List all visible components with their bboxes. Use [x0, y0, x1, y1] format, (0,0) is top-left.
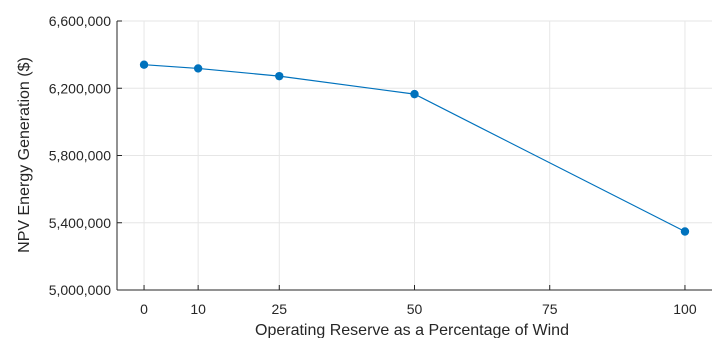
x-tick-labels: 0 10 25 50 75 100 [140, 301, 697, 317]
data-point [410, 89, 419, 99]
x-tick-label: 50 [407, 301, 423, 317]
x-tick-label: 10 [190, 301, 206, 317]
x-axis-label: Operating Reserve as a Percentage of Win… [255, 322, 569, 338]
data-point [193, 64, 203, 73]
x-tick-label: 25 [271, 301, 287, 317]
data-point [275, 71, 284, 81]
x-tick-label: 75 [542, 301, 558, 317]
data-point [139, 60, 149, 69]
x-tick-label: 100 [673, 301, 697, 317]
data-point [680, 227, 690, 236]
y-tick-label: 5,400,000 [49, 215, 111, 231]
axes [116, 20, 712, 291]
y-tick-label: 6,200,000 [49, 80, 111, 96]
y-tick-label: 6,600,000 [49, 13, 111, 29]
y-tick-label: 5,000,000 [49, 282, 111, 298]
x-tick-label: 0 [140, 301, 148, 317]
grid [117, 20, 712, 291]
series-layer [139, 60, 690, 236]
y-tick-labels: 5,000,000 5,400,000 5,800,000 6,200,000 6,60… [49, 13, 111, 298]
y-axis-label: NPV Energy Generation ($) [16, 57, 33, 253]
y-tick-label: 5,800,000 [49, 148, 111, 164]
